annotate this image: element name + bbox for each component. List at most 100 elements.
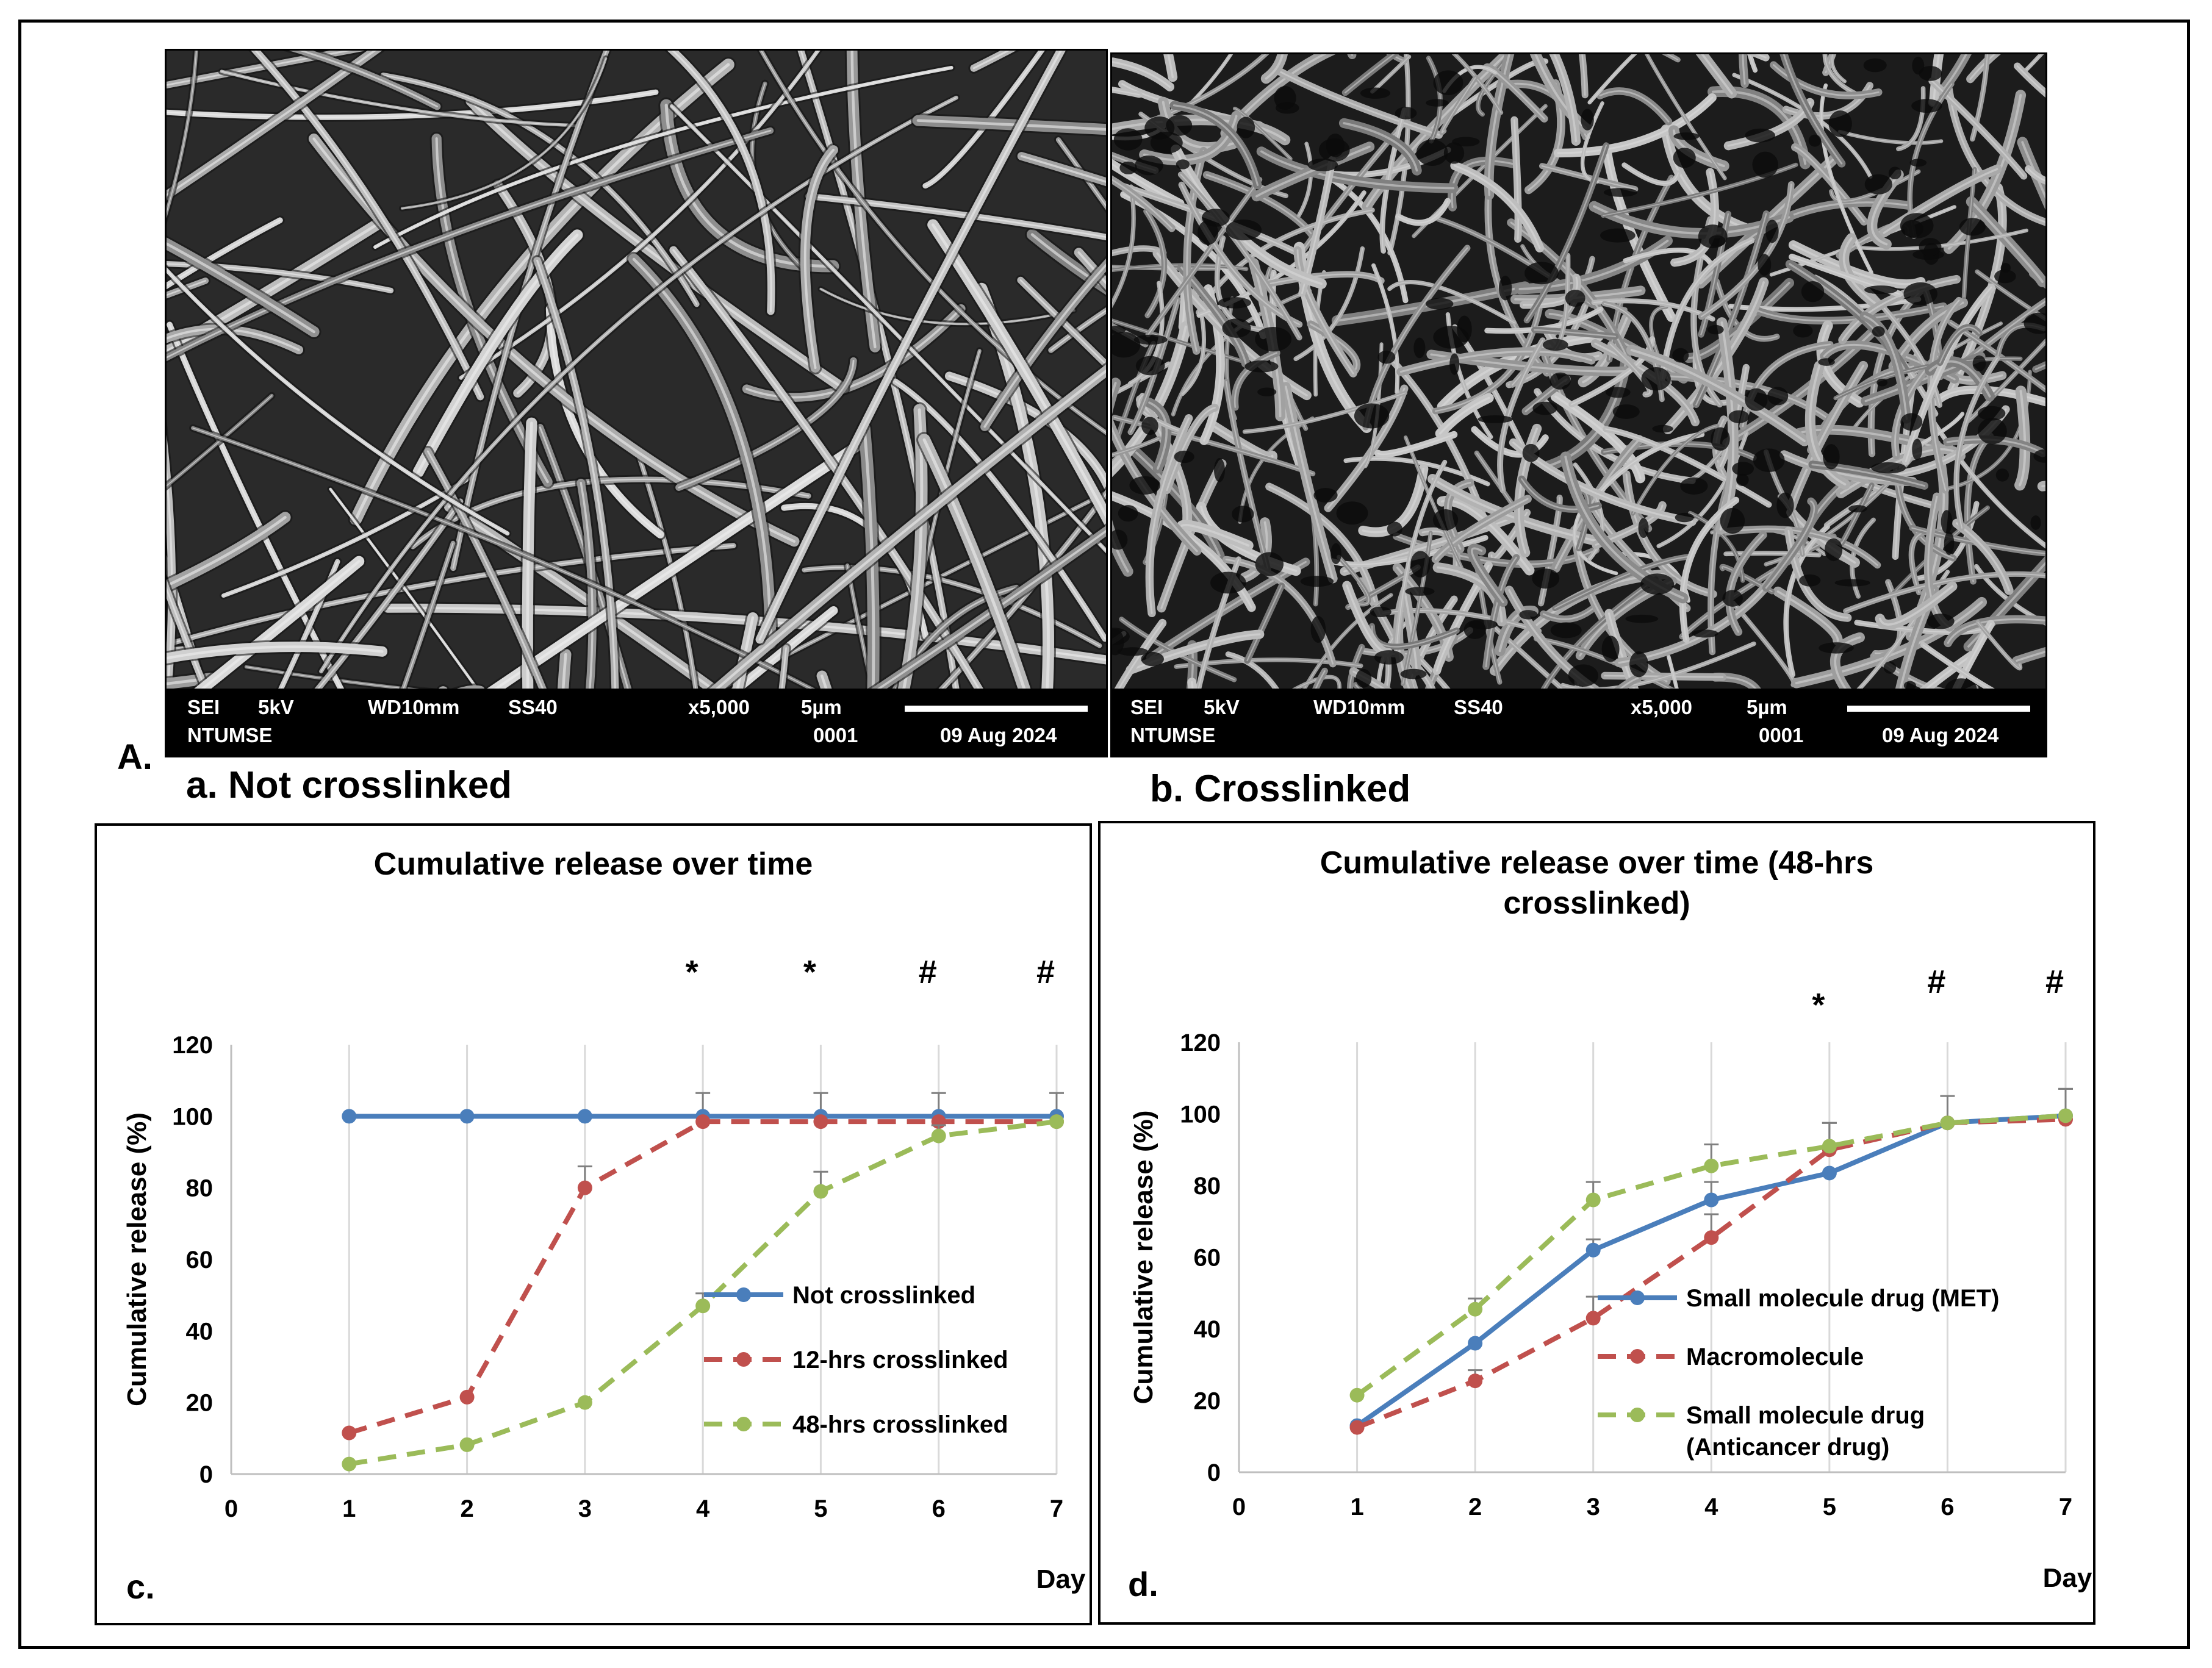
panel-label-A: A. [117, 737, 153, 777]
legend-label: Small molecule drug (MET) [1686, 1285, 1999, 1312]
sem-scale-label: 5µm [801, 696, 842, 718]
y-axis-label: Cumulative release (%) [122, 1112, 152, 1406]
x-tick-label: 3 [578, 1495, 592, 1522]
significance-marker: * [803, 954, 816, 990]
sem-mesh-texture [1112, 54, 2045, 692]
x-tick-label: 3 [1587, 1494, 1600, 1520]
data-point [1940, 1115, 1955, 1131]
x-tick-label: 6 [932, 1495, 946, 1522]
data-point [1822, 1165, 1837, 1181]
significance-marker: # [1927, 964, 1945, 1000]
data-point [695, 1298, 711, 1314]
data-point [459, 1389, 475, 1405]
legend-marker [736, 1417, 751, 1431]
x-tick-label: 6 [1941, 1494, 1954, 1520]
data-point [1468, 1336, 1483, 1351]
data-point [813, 1184, 828, 1199]
data-point [1049, 1114, 1064, 1129]
y-tick-label: 20 [1194, 1388, 1221, 1415]
sem-fiber-texture [167, 51, 1106, 692]
sem-date: 09 Aug 2024 [1882, 724, 1999, 746]
series-3 [1349, 1087, 2073, 1403]
x-tick-label: 0 [224, 1495, 238, 1522]
y-tick-label: 20 [186, 1390, 214, 1417]
legend-label: (Anticancer drug) [1686, 1434, 1889, 1461]
significance-marker: # [1036, 954, 1055, 990]
sem-image-not-crosslinked: SEI 5kV WD10mm SS40 x5,000 5µm NTUMSE 00… [165, 49, 1108, 757]
chart-release-crosslinking: Cumulative release over time 0 20 40 60 80 10… [95, 823, 1092, 1625]
x-tick-label: 5 [1823, 1494, 1836, 1520]
data-point [1468, 1373, 1483, 1389]
legend: Not crosslinked 12-hrs crosslinked 48-hrs … [704, 1282, 1008, 1438]
panel-label-d: d. [1128, 1565, 1158, 1603]
sem-scale-bar [905, 706, 1088, 712]
x-tick-label: 7 [1050, 1495, 1063, 1522]
chart-plot: 0 20 40 60 80 100 120 0 1 2 3 4 5 6 7 Cumulative releas… [122, 954, 1086, 1594]
y-tick-label: 40 [186, 1318, 214, 1345]
significance-marker: # [2045, 964, 2064, 1000]
sem-image-number: 0001 [1759, 724, 1804, 746]
data-point [459, 1109, 475, 1124]
legend-marker [736, 1352, 751, 1367]
sem-voltage: 5kV [258, 696, 294, 718]
significance-marker: # [919, 954, 937, 990]
panel-label-b: b. Crosslinked [1150, 768, 1411, 810]
significance-marker: * [686, 954, 698, 990]
sem-date: 09 Aug 2024 [940, 724, 1057, 746]
data-point [577, 1395, 592, 1410]
legend-item: 12-hrs crosslinked [704, 1347, 1008, 1373]
legend: Small molecule drug (MET) Macromolecule Sm… [1598, 1285, 1999, 1461]
x-tick-label: 2 [1468, 1494, 1482, 1520]
data-point [1585, 1242, 1601, 1258]
data-point [2058, 1108, 2073, 1123]
sem-image-number: 0001 [813, 724, 858, 746]
legend-item: Macromolecule [1598, 1344, 1864, 1370]
sem-magnification: x5,000 [1631, 696, 1692, 718]
y-tick-label: 60 [186, 1247, 214, 1273]
sem-spot-size: SS40 [508, 696, 558, 718]
data-point [1349, 1420, 1365, 1435]
sem-info-bar: SEI 5kV WD10mm SS40 x5,000 5µm NTUMSE 00… [167, 689, 1106, 756]
y-tick-label: 80 [186, 1175, 214, 1202]
data-point [695, 1114, 711, 1129]
data-point [813, 1114, 828, 1129]
sem-detector: SEI [1130, 696, 1163, 718]
data-point [342, 1425, 357, 1441]
chart-title: Cumulative release over time (48-hrs cro… [1101, 843, 2093, 923]
data-point [1585, 1311, 1601, 1326]
y-tick-label: 100 [1180, 1101, 1221, 1128]
sem-scale-bar [1847, 706, 2030, 712]
sem-detector: SEI [187, 696, 220, 718]
legend-label: Macromolecule [1686, 1344, 1864, 1370]
data-point [1704, 1158, 1719, 1173]
x-axis-label: Day [2043, 1563, 2092, 1593]
sem-working-distance: WD10mm [368, 696, 460, 718]
y-tick-label: 80 [1194, 1173, 1221, 1200]
data-point [1822, 1139, 1837, 1154]
x-tick-label: 7 [2059, 1494, 2072, 1520]
data-point [342, 1456, 357, 1472]
legend-item: Small molecule drug (Anticancer drug) [1598, 1402, 1925, 1461]
chart-title-line-1: Cumulative release over time (48-hrs [1320, 845, 1874, 881]
sem-lab-name: NTUMSE [187, 724, 273, 746]
legend-label: Not crosslinked [792, 1282, 975, 1309]
data-point [1468, 1301, 1483, 1317]
x-tick-label: 5 [814, 1495, 827, 1522]
data-point [342, 1109, 357, 1124]
chart-release-48h: Cumulative release over time (48-hrs cro… [1098, 821, 2095, 1625]
x-tick-label: 2 [460, 1495, 473, 1522]
data-point [1585, 1192, 1601, 1208]
chart-plot: 0 20 40 60 80 100 120 0 1 2 3 4 5 6 7 Cumulative releas… [1129, 964, 2092, 1593]
panel-label-a: a. Not crosslinked [186, 764, 512, 806]
y-tick-label: 40 [1194, 1316, 1221, 1343]
legend-marker [1630, 1408, 1645, 1422]
sem-lab-name: NTUMSE [1130, 724, 1216, 746]
data-point [577, 1180, 592, 1195]
data-point [459, 1437, 475, 1452]
panel-label-c: c. [126, 1567, 155, 1606]
chart-title-line-2: crosslinked) [1503, 886, 1690, 921]
legend-label: Small molecule drug [1686, 1402, 1925, 1429]
data-point [1349, 1387, 1365, 1403]
y-tick-label: 0 [1207, 1459, 1221, 1486]
legend-item: 48-hrs crosslinked [704, 1411, 1008, 1438]
